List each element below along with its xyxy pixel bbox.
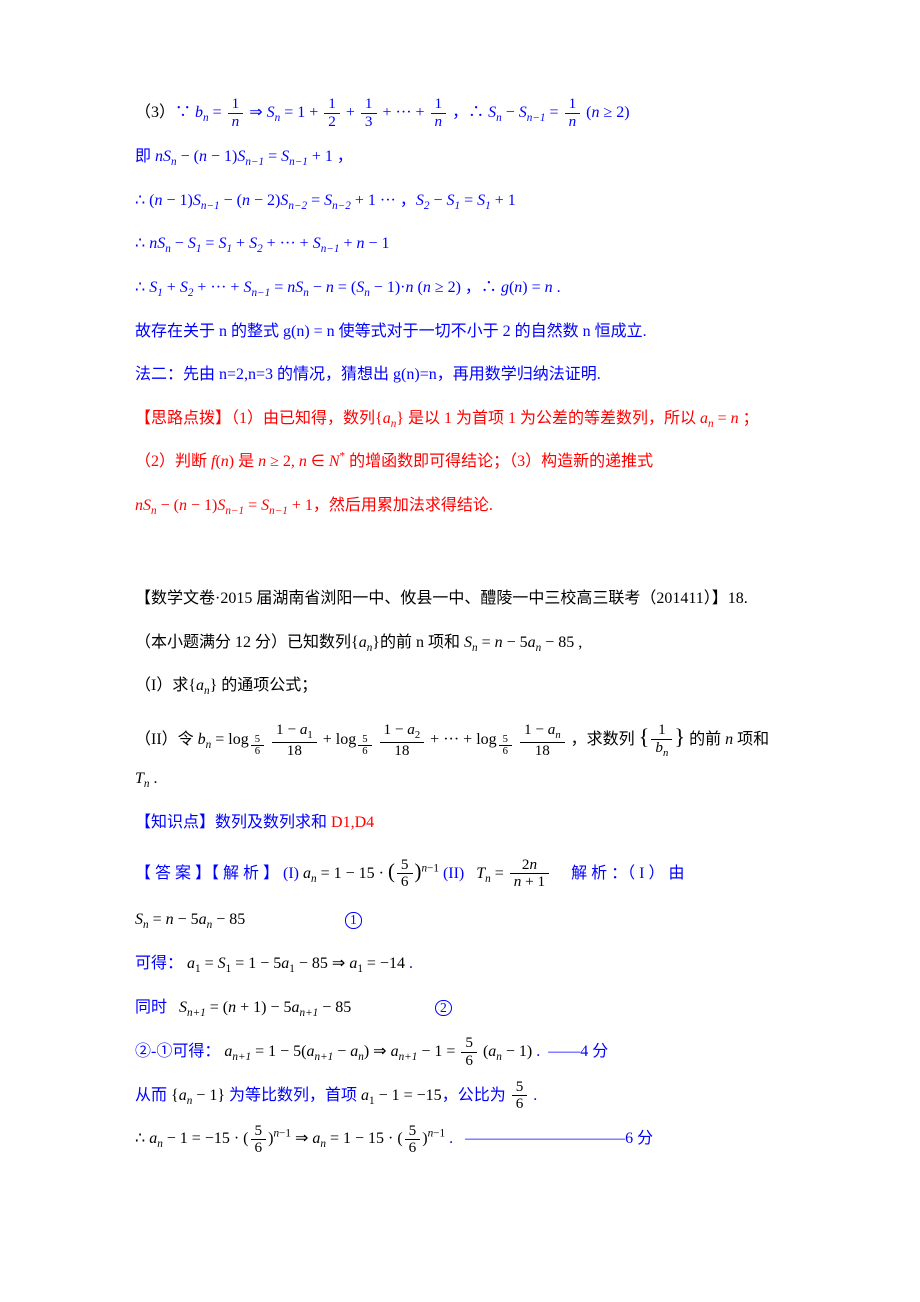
circled-2: 2 — [435, 1000, 451, 1016]
stem-mid: 的前 n 项和 — [380, 634, 460, 651]
step5-mid1: 为等比数列，首项 — [229, 1087, 357, 1104]
kp-text: 数列及数列求和 — [215, 814, 331, 831]
stem-prefix: （本小题满分 12 分）已知数列 — [135, 634, 351, 651]
solution-line-3-6: 故存在关于 n 的整式 g(n) = n 使等式对于一切不小于 2 的自然数 n… — [135, 314, 785, 349]
ans-II-label: (II) — [443, 865, 464, 882]
step3-prefix: 同时 — [135, 999, 167, 1016]
source-text: 【数学文卷·2015 届湖南省浏阳一中、攸县一中、醴陵一中三校高三联考（2014… — [135, 590, 728, 607]
step4-prefix: ②-①可得： — [135, 1043, 220, 1060]
answer-label: 【 答 案 】【 解 析 】 — [135, 865, 279, 882]
solution-line-3-1: （3）∵ bn = 1n ⇒ Sn = 1 + 12 + 13 + ··· + … — [135, 95, 785, 131]
hint-suffix: ，然后用累加法求得结论. — [313, 497, 493, 514]
step-5: 从而 {an − 1} 为等比数列，首项 a1 − 1 = −15，公比为 56… — [135, 1078, 785, 1114]
solution-line-3-5: ∴ S1 + S2 + ··· + Sn−1 = nSn − n = (Sn −… — [135, 270, 785, 306]
problem-q2: （II）令 bn = log56 1 − a118 + log56 1 − a2… — [135, 712, 785, 797]
step-4: ②-①可得： an+1 = 1 − 5(an+1 − an) ⇒ an+1 − … — [135, 1034, 785, 1070]
step-1: Sn = n − 5an − 85 1 — [135, 902, 785, 938]
problem-stem: （本小题满分 12 分）已知数列{an}的前 n 项和 Sn = n − 5an… — [135, 625, 785, 661]
knowledge-point: 【知识点】数列及数列求和 D1,D4 — [135, 805, 785, 840]
step4-marks: ——4 分 — [548, 1043, 608, 1060]
solution-line-3-2: 即 nSn − (n − 1)Sn−1 = Sn−1 + 1 ， — [135, 139, 785, 175]
step6-marks: ——————————6 分 — [465, 1130, 653, 1147]
solution-line-3-3: ∴ (n − 1)Sn−1 − (n − 2)Sn−2 = Sn−2 + 1 ·… — [135, 183, 785, 219]
hint-line-3: nSn − (n − 1)Sn−1 = Sn−1 + 1，然后用累加法求得结论. — [135, 488, 785, 524]
circled-1: 1 — [345, 912, 361, 928]
step2-prefix: 可得： — [135, 955, 183, 972]
step-3: 同时 Sn+1 = (n + 1) − 5an+1 − 85 2 — [135, 990, 785, 1026]
solution-line-3-4: ∴ nSn − S1 = S1 + S2 + ··· + Sn−1 + n − … — [135, 226, 785, 262]
hint-line-2: （2）判断 f(n) 是 n ≥ 2, n ∈ N* 的增函数即可得结论；（3）… — [135, 444, 785, 479]
analysis-prefix: 解 析 ：（ I ） 由 — [571, 865, 684, 882]
solution-line-3-7: 法二：先由 n=2,n=3 的情况，猜想出 g(n)=n，再用数学归纳法证明. — [135, 357, 785, 392]
step-6: ∴ an − 1 = −15 · (56)n−1 ⇒ an = 1 − 15 ·… — [135, 1121, 785, 1157]
problem-q1: （I）求{an} 的通项公式； — [135, 668, 785, 704]
answer-line: 【 答 案 】【 解 析 】 (I) an = 1 − 15 · (56)n−1… — [135, 849, 785, 895]
kp-label: 【知识点】 — [135, 814, 215, 831]
problem-source: 【数学文卷·2015 届湖南省浏阳一中、攸县一中、醴陵一中三校高三联考（2014… — [135, 581, 785, 616]
step5-prefix: 从而 — [135, 1087, 167, 1104]
kp-codes: D1,D4 — [331, 814, 374, 831]
ans-I-label: (I) — [283, 865, 299, 882]
hint-line-1: 【思路点拨】（1）由已知得，数列{an} 是以 1 为首项 1 为公差的等差数列… — [135, 401, 785, 437]
problem-number: 18. — [728, 590, 748, 607]
step-2: 可得： a1 = S1 = 1 − 5a1 − 85 ⇒ a1 = −14 . — [135, 946, 785, 982]
step5-mid2: ，公比为 — [442, 1087, 506, 1104]
hint-label: 【思路点拨】 — [135, 410, 231, 427]
